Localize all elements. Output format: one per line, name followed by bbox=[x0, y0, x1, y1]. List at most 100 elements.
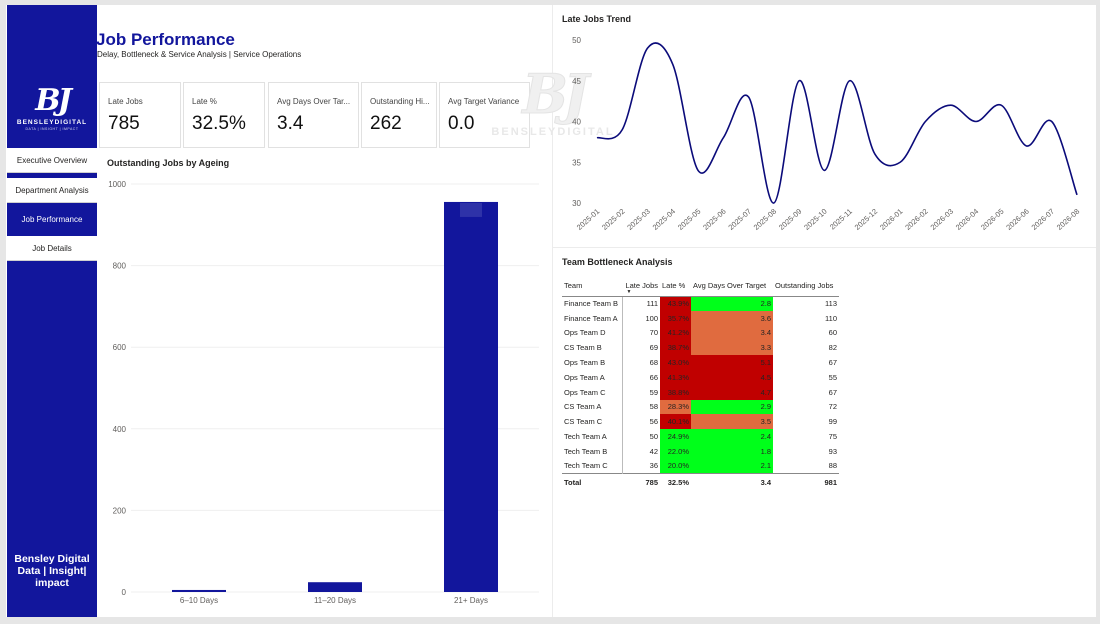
nav-job-details[interactable]: Job Details bbox=[7, 236, 97, 261]
trend-point[interactable] bbox=[797, 78, 802, 83]
kpi-outstanding-high[interactable]: Outstanding Hi... 262 bbox=[361, 82, 437, 148]
cell-late-jobs: 111 bbox=[646, 299, 658, 309]
cell-avg-days: 3.4 bbox=[691, 325, 773, 341]
table-row[interactable]: CS Team C 56 40.1% 3.5 99 bbox=[562, 414, 839, 430]
x-tick-label: 2025-03 bbox=[625, 207, 651, 232]
cell-avg-days: 2.4 bbox=[691, 429, 773, 444]
cell-team: Finance Team A bbox=[562, 310, 623, 326]
trend-point[interactable] bbox=[847, 78, 852, 83]
table-row[interactable]: Tech Team C 36 20.0% 2.1 88 bbox=[562, 458, 839, 474]
table-row[interactable]: Finance Team A 100 35.7% 3.6 110 bbox=[562, 310, 839, 326]
nav-job-performance[interactable]: Job Performance bbox=[7, 207, 97, 232]
kpi-label: Avg Days Over Tar... bbox=[277, 97, 351, 106]
x-tick-label: 2026-01 bbox=[878, 207, 904, 232]
cell-outstanding: 88 bbox=[828, 461, 837, 471]
x-tick-label: 21+ Days bbox=[454, 596, 488, 605]
x-tick-label: 2026-06 bbox=[1004, 207, 1030, 232]
cell-late-pct: 22.0% bbox=[660, 443, 691, 459]
kpi-avg-days-over-target[interactable]: Avg Days Over Tar... 3.4 bbox=[268, 82, 359, 148]
sidebar-footer: Bensley Digital Data | Insight| impact bbox=[9, 553, 95, 589]
trend-point[interactable] bbox=[620, 127, 625, 132]
bar[interactable] bbox=[444, 201, 498, 592]
cell-outstanding: 75 bbox=[828, 432, 837, 442]
header-late-pct[interactable]: Late % bbox=[660, 276, 691, 297]
cell-team: Ops Team D bbox=[562, 325, 623, 341]
trend-point[interactable] bbox=[670, 62, 675, 67]
trend-point[interactable] bbox=[1075, 192, 1080, 197]
trend-point[interactable] bbox=[746, 95, 751, 100]
kpi-late-jobs[interactable]: Late Jobs 785 bbox=[99, 82, 181, 148]
trend-point[interactable] bbox=[948, 103, 953, 108]
header-late-jobs[interactable]: Late Jobs ▼ bbox=[622, 276, 660, 297]
bar[interactable] bbox=[308, 582, 362, 592]
sort-desc-icon: ▼ bbox=[626, 288, 632, 295]
bar[interactable] bbox=[172, 589, 226, 592]
trend-point[interactable] bbox=[1049, 119, 1054, 124]
page-subtitle: Delay, Bottleneck & Service Analysis | S… bbox=[97, 50, 302, 59]
cell-outstanding: 72 bbox=[828, 402, 837, 412]
kpi-late-percent[interactable]: Late % 32.5% bbox=[183, 82, 265, 148]
cell-team: Tech Team C bbox=[562, 458, 623, 474]
cell-late-pct: 35.7% bbox=[660, 310, 691, 326]
cell-late-jobs: 56 bbox=[649, 417, 658, 427]
footer-line-3: impact bbox=[35, 577, 69, 589]
trend-point[interactable] bbox=[595, 135, 600, 140]
trend-point[interactable] bbox=[721, 135, 726, 140]
trend-point[interactable] bbox=[872, 152, 877, 157]
y-tick-label: 50 bbox=[572, 36, 581, 45]
nav-department-analysis[interactable]: Department Analysis bbox=[7, 178, 97, 203]
kpi-label: Late Jobs bbox=[108, 97, 143, 106]
y-tick-label: 1000 bbox=[108, 180, 126, 189]
kpi-avg-target-variance[interactable]: Avg Target Variance 0.0 bbox=[439, 82, 530, 148]
logo-tagline: DATA | INSIGHT | IMPACT bbox=[25, 127, 79, 131]
footer-line-1: Bensley Digital bbox=[14, 553, 90, 565]
trend-point[interactable] bbox=[923, 119, 928, 124]
trend-point[interactable] bbox=[771, 201, 776, 206]
x-tick-label: 11–20 Days bbox=[314, 596, 356, 605]
kpi-label: Late % bbox=[192, 97, 217, 106]
table-row[interactable]: Ops Team C 59 38.8% 4.7 67 bbox=[562, 384, 839, 400]
table-row[interactable]: Tech Team B 42 22.0% 1.8 93 bbox=[562, 443, 839, 459]
trend-point[interactable] bbox=[973, 119, 978, 124]
cell-late-jobs: 59 bbox=[649, 387, 658, 397]
trend-point[interactable] bbox=[999, 103, 1004, 108]
trend-point[interactable] bbox=[898, 160, 903, 165]
table-row[interactable]: CS Team A 58 28.3% 2.9 72 bbox=[562, 399, 839, 415]
table-row[interactable]: Finance Team B 111 43.9% 2.8 113 bbox=[562, 296, 839, 311]
logo-brand: BENSLEYDIGITAL bbox=[16, 119, 88, 126]
table-header-row: Team Late Jobs ▼ Late % Avg Days Over Tar… bbox=[562, 276, 839, 297]
cell-avg-days: 4.7 bbox=[691, 384, 773, 400]
trend-line[interactable] bbox=[596, 42, 1078, 204]
cell-late-pct: 43.9% bbox=[660, 296, 691, 311]
table-row[interactable]: Tech Team A 50 24.9% 2.4 75 bbox=[562, 429, 839, 444]
trend-point[interactable] bbox=[696, 168, 701, 173]
header-outstanding[interactable]: Outstanding Jobs bbox=[773, 276, 839, 297]
total-avg-days: 3.4 bbox=[691, 473, 773, 491]
nav-executive-overview[interactable]: Executive Overview bbox=[7, 148, 97, 173]
cell-late-jobs: 100 bbox=[645, 313, 658, 323]
trend-point[interactable] bbox=[645, 46, 650, 51]
cell-team: CS Team A bbox=[562, 399, 623, 415]
cell-late-pct: 20.0% bbox=[660, 458, 691, 474]
table-row[interactable]: Ops Team D 70 41.2% 3.4 60 bbox=[562, 325, 839, 341]
trend-point[interactable] bbox=[822, 168, 827, 173]
x-tick-label: 2025-11 bbox=[828, 207, 854, 232]
table-row[interactable]: CS Team B 69 38.7% 3.3 82 bbox=[562, 340, 839, 356]
x-tick-label: 6–10 Days bbox=[180, 596, 218, 605]
bar-highlight bbox=[460, 202, 482, 217]
cell-late-pct: 41.3% bbox=[660, 369, 691, 385]
trend-point[interactable] bbox=[1024, 143, 1029, 148]
cell-outstanding: 67 bbox=[828, 387, 837, 397]
page-title: Job Performance bbox=[96, 30, 235, 49]
x-tick-label: 2025-06 bbox=[701, 207, 727, 232]
kpi-value: 262 bbox=[370, 113, 402, 134]
table-row[interactable]: Ops Team B 68 43.0% 5.1 67 bbox=[562, 355, 839, 370]
cell-late-jobs: 42 bbox=[649, 446, 658, 456]
header-avg-days[interactable]: Avg Days Over Target bbox=[691, 276, 773, 297]
cell-avg-days: 3.3 bbox=[691, 340, 773, 356]
kpi-label: Avg Target Variance bbox=[448, 97, 520, 106]
x-tick-label: 2026-07 bbox=[1030, 207, 1056, 232]
table-row[interactable]: Ops Team A 66 41.3% 4.5 55 bbox=[562, 369, 839, 385]
header-team[interactable]: Team bbox=[562, 276, 622, 297]
x-tick-label: 2025-05 bbox=[676, 207, 702, 232]
